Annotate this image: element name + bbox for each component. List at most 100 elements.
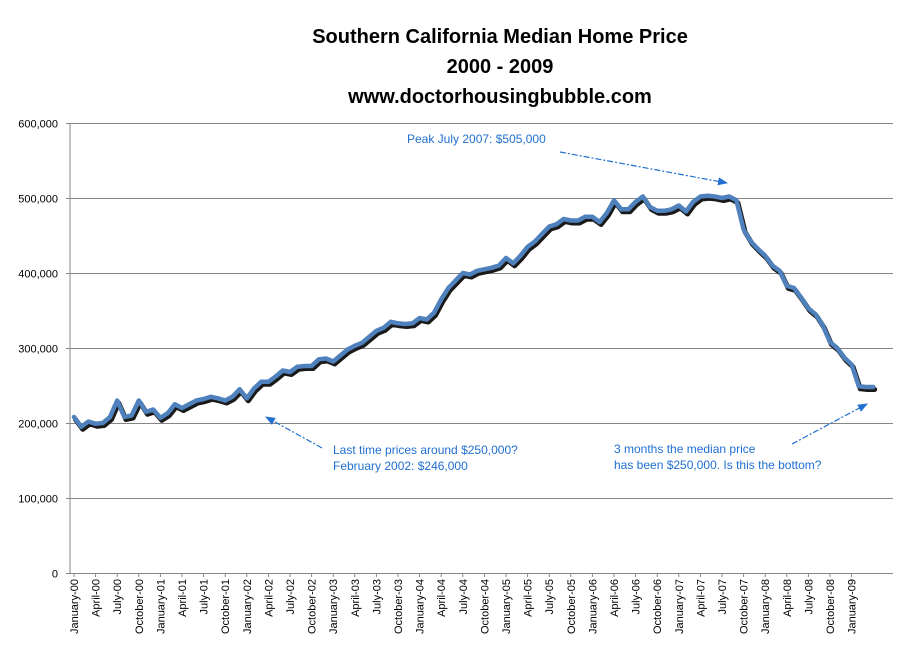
data-point: [727, 194, 732, 199]
data-point: [417, 316, 422, 320]
x-tick-label: January-02: [242, 579, 254, 634]
data-point: [705, 193, 710, 198]
data-point: [360, 340, 364, 345]
data-point: [302, 364, 307, 368]
data-point: [813, 312, 818, 317]
data-point: [244, 396, 249, 401]
data-point: [136, 398, 141, 403]
data-point: [165, 411, 170, 416]
data-point: [691, 199, 696, 204]
x-tick-label: April-01: [177, 579, 189, 617]
x-tick-label: October-02: [307, 579, 319, 634]
data-point: [655, 208, 660, 213]
data-point: [856, 384, 861, 389]
data-point: [720, 196, 724, 200]
x-tick-label: October-07: [739, 579, 751, 634]
data-point: [532, 239, 537, 244]
data-point: [381, 325, 386, 330]
data-point: [770, 263, 775, 268]
x-tick-label: January-05: [501, 579, 513, 634]
x-tick-label: January-08: [760, 579, 772, 634]
x-tick-label: January-09: [847, 579, 859, 634]
data-point: [72, 415, 76, 419]
y-tick-label: 100,000: [18, 494, 58, 506]
data-point: [568, 218, 573, 223]
data-point: [669, 207, 674, 212]
x-tick-label: July-00: [112, 579, 124, 614]
data-point: [388, 319, 393, 324]
x-tick-label: April-03: [350, 579, 362, 617]
data-point: [698, 194, 703, 199]
x-tick-label: October-04: [479, 579, 491, 634]
x-tick-label: April-08: [782, 579, 794, 617]
x-axis-tick-labels: January-00 April-00 July-00 October-00 Janua…: [69, 573, 859, 634]
data-point: [252, 386, 256, 391]
data-point: [266, 379, 271, 384]
data-point: [151, 407, 156, 412]
x-tick-label: July-07: [717, 579, 729, 614]
data-point: [122, 415, 127, 419]
data-point: [561, 217, 566, 221]
data-point: [799, 295, 804, 300]
x-tick-label: July-01: [199, 579, 211, 614]
data-point: [108, 415, 112, 419]
bottom-arrow: [791, 403, 868, 445]
data-point: [547, 224, 552, 229]
data-point: [403, 322, 408, 326]
data-point: [590, 214, 595, 219]
data-point: [849, 362, 854, 367]
low-annotation-line-2: February 2002: $246,000: [333, 459, 468, 473]
data-point: [576, 218, 580, 223]
data-point: [604, 211, 609, 215]
x-tick-label: October-03: [393, 579, 405, 634]
data-point: [806, 306, 811, 311]
data-point: [115, 398, 120, 403]
data-point: [748, 239, 753, 244]
data-point: [324, 356, 328, 361]
data-point: [396, 321, 400, 326]
bottom-annotation-line-2: has been $250,000. Is this the bottom?: [614, 458, 822, 472]
data-point: [316, 357, 321, 362]
data-point: [734, 198, 739, 203]
data-point: [374, 328, 379, 333]
data-point: [633, 199, 638, 204]
x-tick-label: October-05: [566, 579, 578, 634]
data-point: [640, 194, 645, 199]
series-line: [71, 193, 878, 432]
data-point: [792, 286, 796, 290]
data-point: [597, 220, 602, 224]
data-point: [216, 396, 220, 401]
data-point: [504, 256, 508, 260]
data-point: [784, 283, 789, 288]
x-tick-label: October-01: [220, 579, 232, 634]
data-point: [129, 413, 134, 418]
data-point: [842, 355, 847, 360]
data-point: [230, 394, 235, 399]
x-tick-label: April-00: [91, 579, 103, 617]
data-point: [367, 334, 372, 339]
data-point: [712, 194, 717, 199]
data-point: [741, 227, 746, 232]
x-tick-label: July-03: [371, 579, 383, 614]
data-point: [468, 272, 472, 277]
x-tick-label: July-05: [544, 579, 556, 614]
x-tick-label: October-00: [134, 579, 146, 634]
y-tick-label: 0: [52, 569, 58, 581]
data-point: [86, 419, 91, 424]
data-point: [280, 368, 285, 373]
peak-annotation: Peak July 2007: $505,000: [407, 132, 546, 146]
data-point: [756, 247, 760, 251]
x-tick-label: April-04: [436, 579, 448, 617]
data-point: [511, 261, 516, 266]
data-point: [345, 347, 350, 352]
data-point: [518, 253, 523, 258]
x-tick-label: October-08: [825, 579, 837, 634]
data-point: [144, 409, 148, 414]
data-point: [288, 370, 292, 374]
data-point: [158, 415, 163, 420]
data-point: [626, 207, 631, 212]
y-tick-label: 300,000: [18, 344, 58, 356]
chart-source-url: www.doctorhousingbubble.com: [347, 86, 652, 108]
data-point: [619, 207, 624, 212]
data-point: [309, 364, 314, 368]
